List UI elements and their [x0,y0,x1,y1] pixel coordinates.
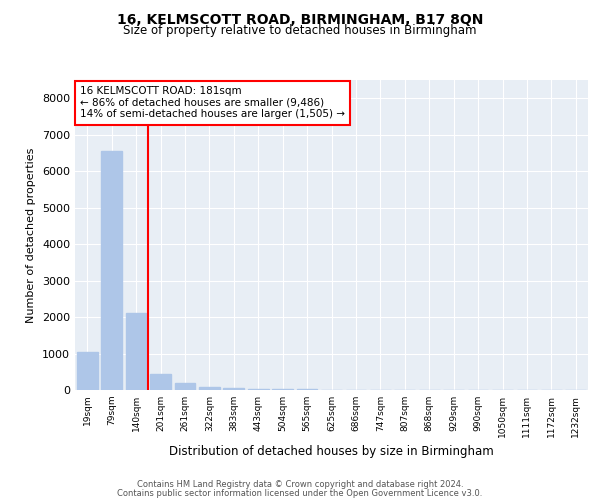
Text: Contains public sector information licensed under the Open Government Licence v3: Contains public sector information licen… [118,488,482,498]
Text: 16, KELMSCOTT ROAD, BIRMINGHAM, B17 8QN: 16, KELMSCOTT ROAD, BIRMINGHAM, B17 8QN [117,12,483,26]
Bar [223,388,244,390]
Bar [248,389,269,390]
Text: Size of property relative to detached houses in Birmingham: Size of property relative to detached ho… [123,24,477,37]
Y-axis label: Number of detached properties: Number of detached properties [26,148,37,322]
Bar [77,352,98,390]
Bar [199,386,220,390]
Text: 16 KELMSCOTT ROAD: 181sqm
← 86% of detached houses are smaller (9,486)
14% of se: 16 KELMSCOTT ROAD: 181sqm ← 86% of detac… [80,86,345,120]
Bar [150,374,171,390]
Bar [175,382,196,390]
Bar [125,314,146,390]
Text: Contains HM Land Registry data © Crown copyright and database right 2024.: Contains HM Land Registry data © Crown c… [137,480,463,489]
Bar [101,151,122,390]
X-axis label: Distribution of detached houses by size in Birmingham: Distribution of detached houses by size … [169,446,494,458]
